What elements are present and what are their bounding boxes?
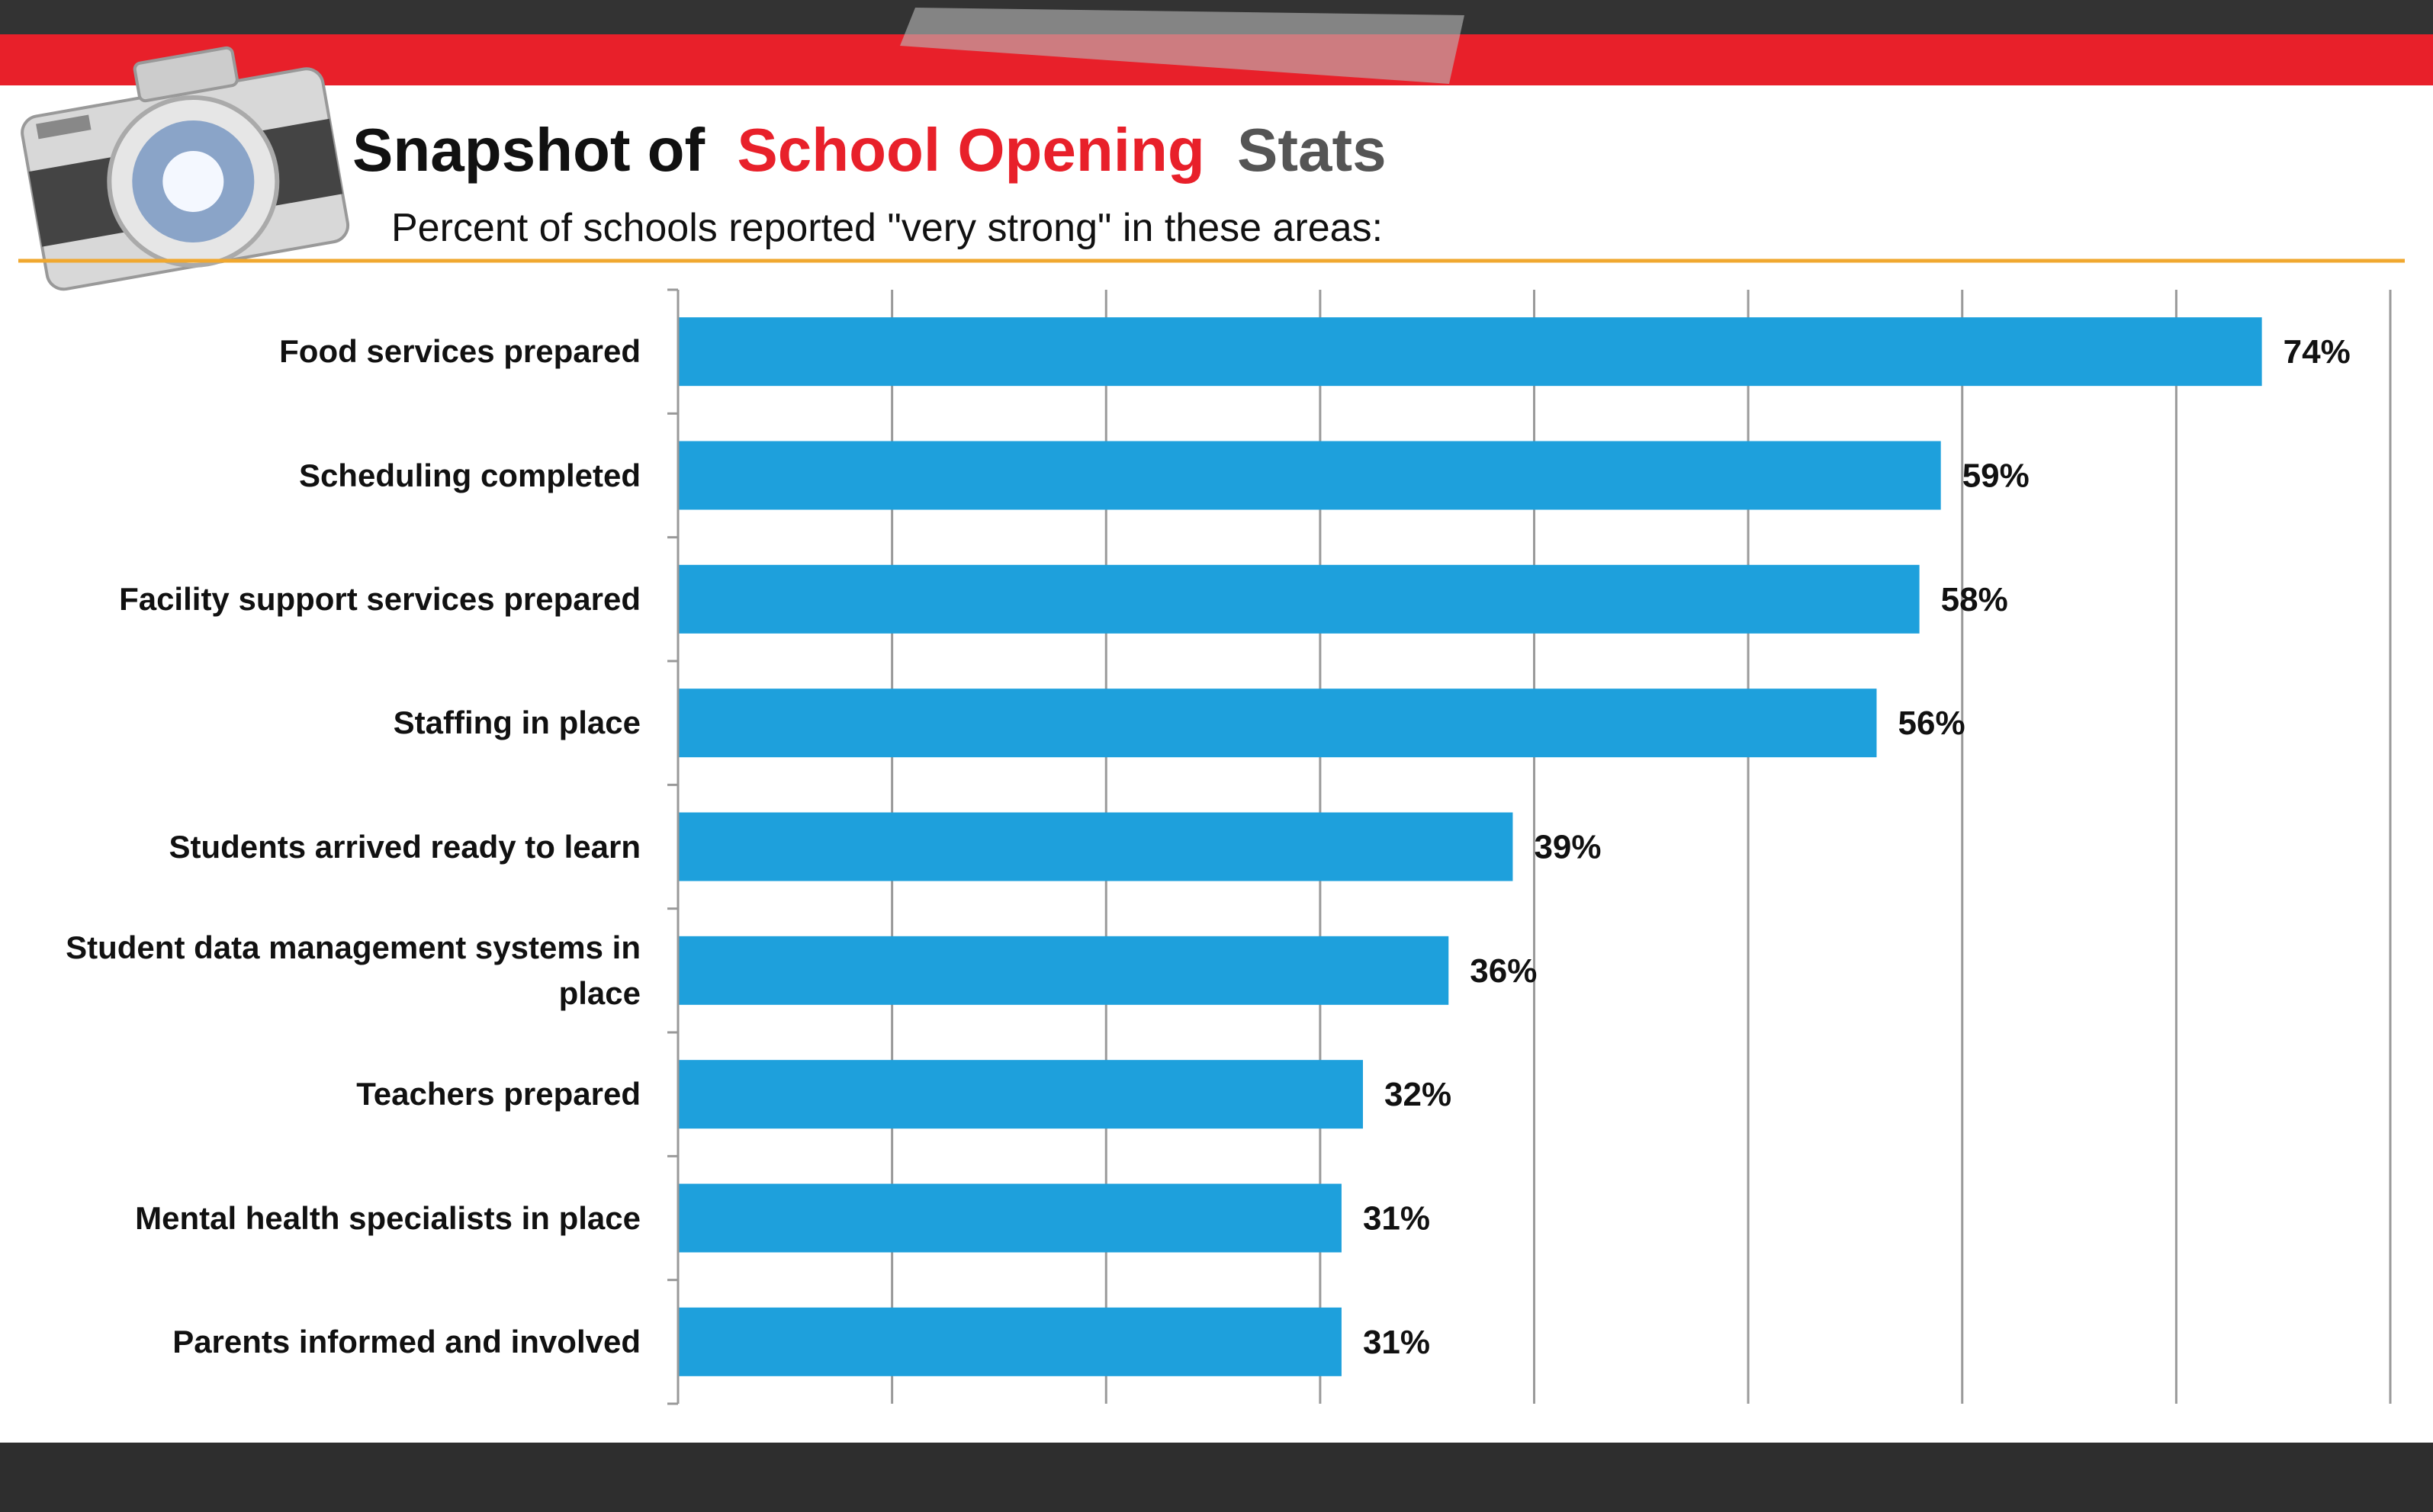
- y-tick-label: Mental health specialists in place: [135, 1199, 641, 1236]
- value-label: 31%: [1363, 1324, 1430, 1361]
- bar: [678, 564, 1920, 634]
- chart-subtitle: Percent of schools reported "very strong…: [391, 206, 1383, 250]
- title-part: Stats: [1237, 116, 1387, 184]
- bottom-band: [0, 1443, 2433, 1512]
- y-tick-label: Teachers prepared: [356, 1076, 641, 1112]
- y-tick-label: Students arrived ready to learn: [169, 828, 641, 865]
- bar: [678, 1183, 1342, 1253]
- bar: [678, 1060, 1363, 1129]
- y-tick-label: Staffing in place: [393, 705, 641, 741]
- camera-icon: [21, 46, 350, 291]
- y-tick-label: Food services prepared: [279, 333, 641, 370]
- y-tick-label: Parents informed and involved: [172, 1323, 641, 1360]
- title-part: School Opening: [737, 116, 1204, 184]
- y-tick-label: Student data management systems in place: [66, 929, 641, 1011]
- value-label: 32%: [1384, 1076, 1451, 1113]
- value-label: 58%: [1941, 581, 2008, 618]
- value-label: 31%: [1363, 1200, 1430, 1238]
- y-tick-label: Scheduling completed: [298, 457, 641, 493]
- value-label: 56%: [1898, 705, 1965, 742]
- value-label: 74%: [2284, 333, 2351, 371]
- chart-title: Snapshot of School Opening Stats: [352, 116, 1387, 184]
- bar: [678, 1307, 1342, 1376]
- bar: [678, 936, 1449, 1005]
- y-tick-label: Facility support services prepared: [119, 580, 641, 617]
- tape: [900, 8, 1464, 84]
- bar: [678, 812, 1513, 881]
- title-part: Snapshot of: [352, 116, 705, 184]
- value-label: 36%: [1470, 952, 1537, 990]
- bar: [678, 689, 1877, 758]
- bar: [678, 441, 1941, 510]
- bar: [678, 317, 2262, 387]
- value-label: 59%: [1962, 457, 2030, 495]
- value-label: 39%: [1534, 829, 1601, 866]
